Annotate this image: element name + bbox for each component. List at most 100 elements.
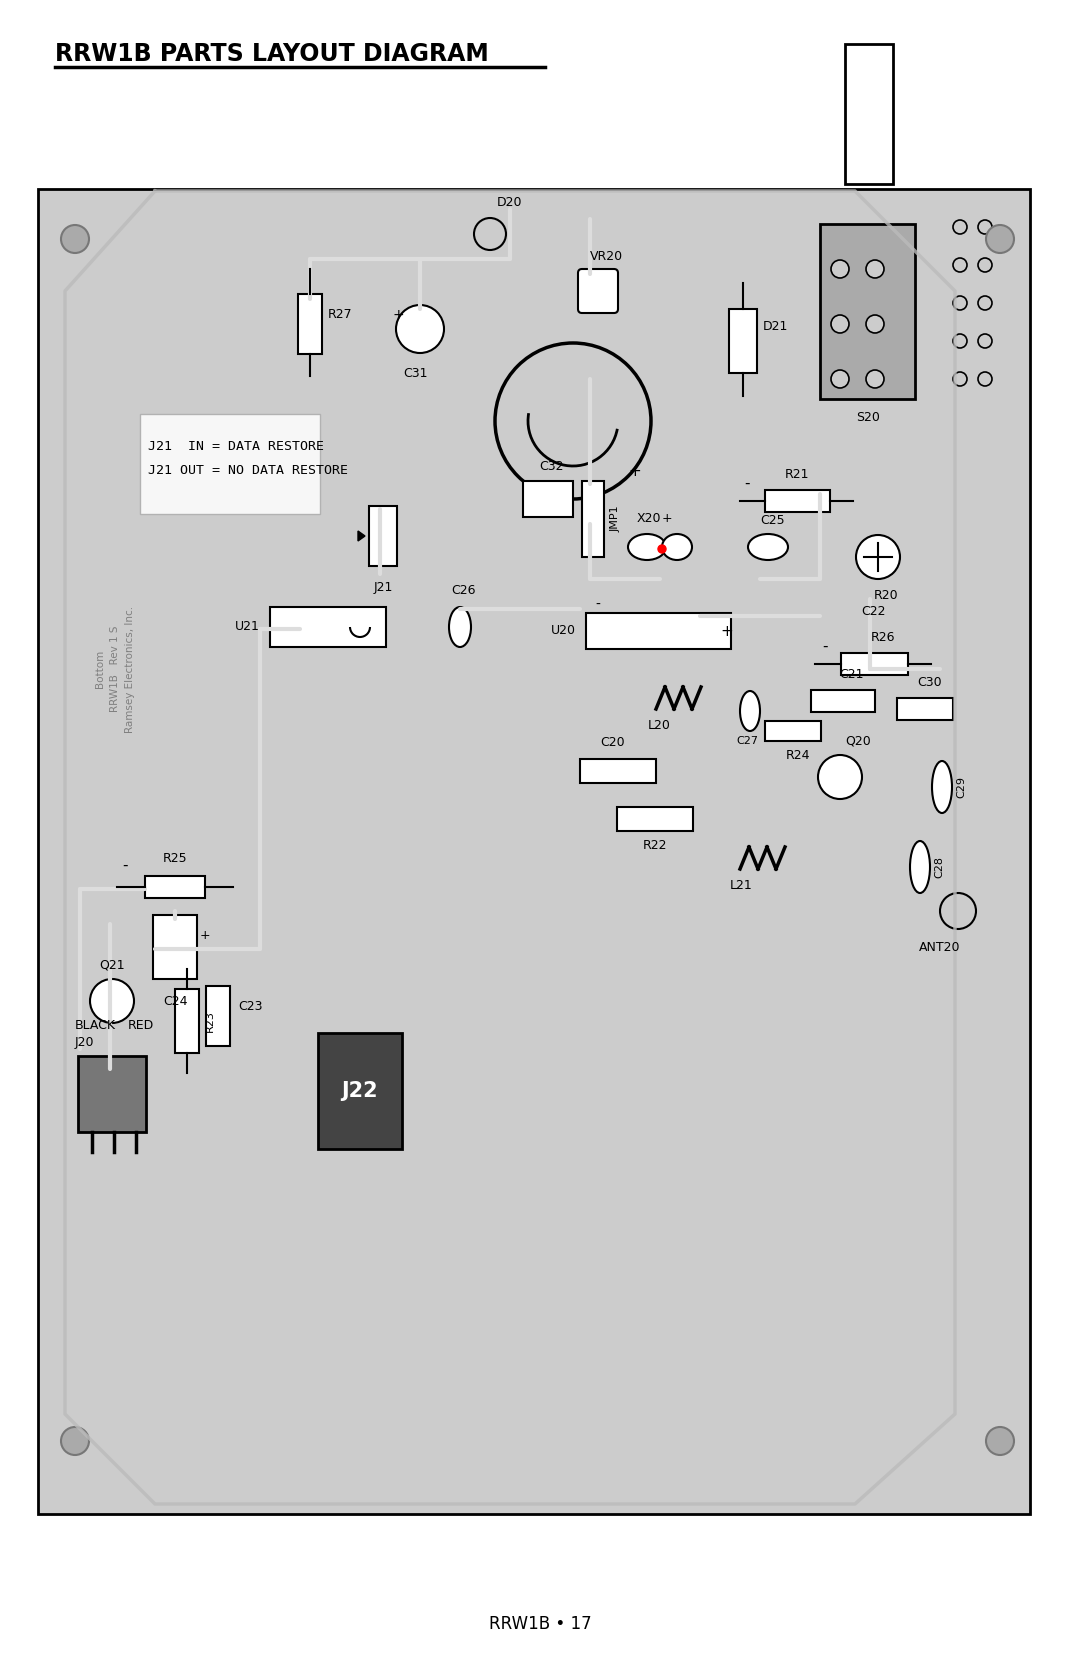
Bar <box>140 414 320 514</box>
Text: RRW1B PARTS LAYOUT DIAGRAM: RRW1B PARTS LAYOUT DIAGRAM <box>55 42 489 67</box>
Text: -: - <box>595 598 600 613</box>
Text: X20: X20 <box>637 512 661 526</box>
Circle shape <box>986 1427 1014 1455</box>
Circle shape <box>396 305 444 354</box>
Bar <box>617 808 693 831</box>
Circle shape <box>866 315 885 334</box>
Text: D21: D21 <box>762 319 788 332</box>
Circle shape <box>831 260 849 279</box>
Circle shape <box>940 893 976 930</box>
Text: S20: S20 <box>856 411 880 424</box>
Text: J21  IN = DATA RESTORE: J21 IN = DATA RESTORE <box>148 441 324 454</box>
Bar <box>841 653 908 674</box>
Circle shape <box>60 1427 89 1455</box>
Ellipse shape <box>932 761 951 813</box>
Text: R23: R23 <box>205 1010 215 1031</box>
Ellipse shape <box>910 841 930 893</box>
Text: +: + <box>200 928 211 941</box>
Text: L21: L21 <box>730 880 753 891</box>
Text: +: + <box>392 309 404 322</box>
Circle shape <box>978 334 993 349</box>
Text: C20: C20 <box>600 736 625 749</box>
Bar <box>523 481 573 517</box>
Ellipse shape <box>748 534 788 561</box>
Ellipse shape <box>627 534 666 561</box>
Bar <box>820 224 915 399</box>
Text: C21: C21 <box>839 668 863 681</box>
Circle shape <box>953 295 967 310</box>
Bar <box>206 986 230 1046</box>
Bar <box>811 689 875 713</box>
Bar <box>369 506 397 566</box>
Text: R26: R26 <box>870 631 895 644</box>
Text: R27: R27 <box>328 307 353 320</box>
Text: R22: R22 <box>643 840 667 851</box>
Text: C25: C25 <box>760 514 785 527</box>
Text: +: + <box>662 512 673 526</box>
Text: J21: J21 <box>374 581 393 594</box>
Ellipse shape <box>740 691 760 731</box>
Text: Q21: Q21 <box>99 958 125 971</box>
Bar <box>586 613 731 649</box>
Circle shape <box>818 754 862 799</box>
Circle shape <box>978 259 993 272</box>
Bar <box>145 876 205 898</box>
Text: C29: C29 <box>956 776 966 798</box>
Text: R25: R25 <box>163 851 187 865</box>
Text: -: - <box>744 476 750 491</box>
Circle shape <box>978 295 993 310</box>
Text: ANT20: ANT20 <box>919 941 961 955</box>
Bar <box>153 915 197 980</box>
Text: C31: C31 <box>403 367 428 381</box>
Text: R21: R21 <box>785 467 809 481</box>
Text: JMP1: JMP1 <box>611 506 621 532</box>
Text: C24: C24 <box>163 995 187 1008</box>
Text: RRW1B • 17: RRW1B • 17 <box>488 1616 592 1632</box>
Text: C32: C32 <box>540 461 564 472</box>
FancyBboxPatch shape <box>578 269 618 314</box>
Circle shape <box>953 372 967 386</box>
Circle shape <box>978 372 993 386</box>
Text: -: - <box>122 858 127 873</box>
Bar <box>175 990 199 1053</box>
Ellipse shape <box>662 534 692 561</box>
Circle shape <box>90 980 134 1023</box>
Circle shape <box>658 546 666 552</box>
Text: J22: J22 <box>341 1082 378 1102</box>
Text: J21 OUT = NO DATA RESTORE: J21 OUT = NO DATA RESTORE <box>148 464 348 477</box>
Text: C30: C30 <box>918 676 943 689</box>
Circle shape <box>953 259 967 272</box>
Bar <box>897 698 953 719</box>
Circle shape <box>866 260 885 279</box>
Circle shape <box>831 371 849 387</box>
Text: RED: RED <box>129 1020 154 1031</box>
Bar <box>765 721 821 741</box>
Text: R20: R20 <box>874 589 899 603</box>
Text: C27: C27 <box>735 736 758 746</box>
Text: C22: C22 <box>861 604 886 618</box>
Circle shape <box>856 536 900 579</box>
Circle shape <box>978 220 993 234</box>
Bar <box>765 491 831 512</box>
Circle shape <box>866 371 885 387</box>
Text: VR20: VR20 <box>590 250 622 264</box>
Text: U20: U20 <box>551 624 576 638</box>
Bar <box>582 481 604 557</box>
Text: +: + <box>720 624 732 639</box>
Text: C26: C26 <box>450 584 475 598</box>
Bar <box>729 309 757 372</box>
Text: BLACK: BLACK <box>75 1020 116 1031</box>
Text: D20: D20 <box>497 195 523 209</box>
Bar <box>78 1056 146 1132</box>
Text: C23: C23 <box>238 1000 262 1013</box>
Bar <box>580 759 656 783</box>
Text: L20: L20 <box>648 719 671 733</box>
Text: +: + <box>629 464 642 479</box>
Text: C28: C28 <box>934 856 944 878</box>
Bar <box>38 189 1030 1514</box>
Circle shape <box>474 219 507 250</box>
Circle shape <box>953 220 967 234</box>
Bar <box>270 608 386 648</box>
Ellipse shape <box>449 608 471 648</box>
Text: Bottom: Bottom <box>95 649 105 688</box>
